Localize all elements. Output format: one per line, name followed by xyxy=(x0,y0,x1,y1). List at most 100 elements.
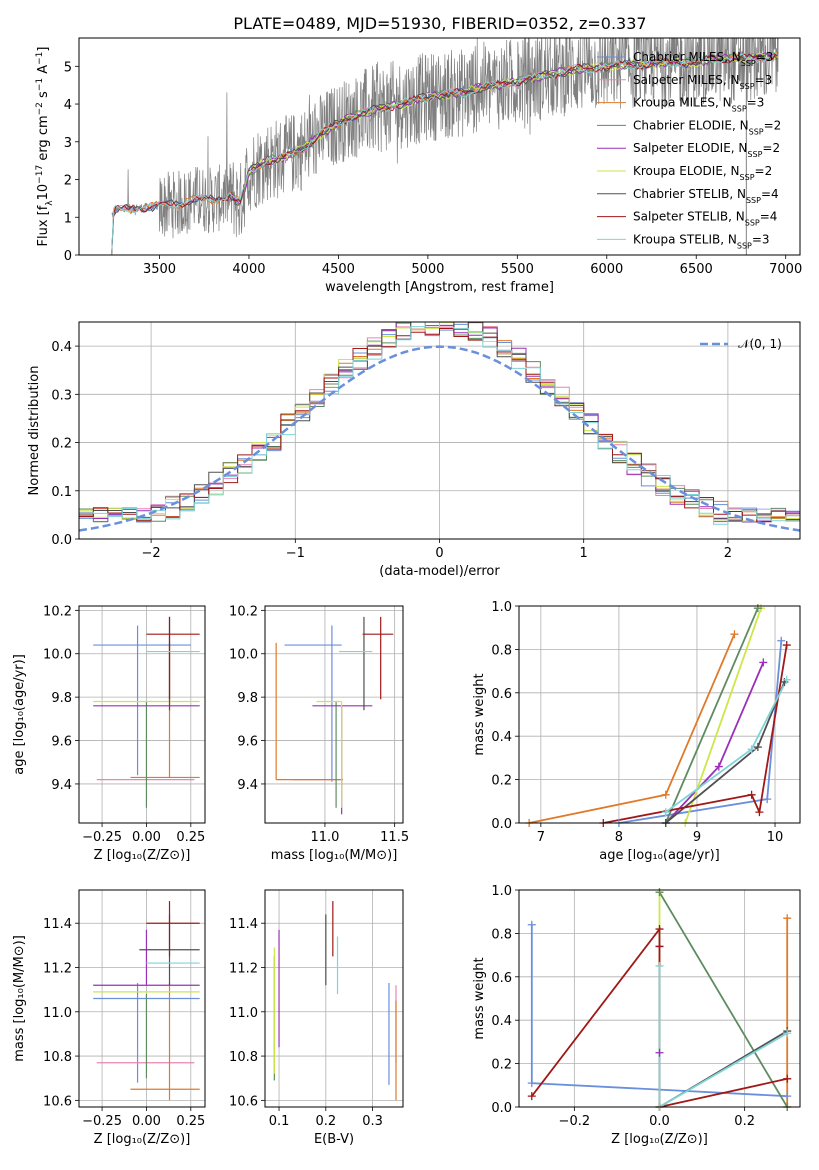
legend-text: Salpeter STELIB, N xyxy=(633,210,745,224)
x-tick-label: 6000 xyxy=(590,262,623,277)
x-tick-label: −0.25 xyxy=(82,830,122,845)
legend-sub: SSP xyxy=(737,241,752,250)
y-tick-label: 11.2 xyxy=(229,962,258,977)
weight-kroupa_stelib-marker xyxy=(655,961,664,970)
y-axis-label-part: −1 xyxy=(35,78,45,91)
y-tick-label: 10.2 xyxy=(43,604,72,619)
legend-text: Salpeter MILES, N xyxy=(633,73,740,87)
x-axis-label: mass [log₁₀(M/M⊙)] xyxy=(271,848,398,863)
x-tick-label: 7000 xyxy=(769,262,802,277)
x-tick-label: 11.0 xyxy=(310,830,339,845)
y-tick-label: 0.0 xyxy=(491,1101,512,1116)
y-tick-label: 0.4 xyxy=(51,340,72,355)
hist-kroupa_stelib-step xyxy=(79,322,800,525)
weight-kroupa_stelib-line xyxy=(658,966,788,1107)
weight-salpeter_stelib-marker xyxy=(527,1092,536,1101)
weight-kroupa_miles-marker xyxy=(783,914,792,923)
y-tick-label: 11.0 xyxy=(43,1006,72,1021)
y-axis-label: mass [log₁₀(M/M⊙)] xyxy=(12,935,27,1062)
legend-text: Salpeter ELODIE, N xyxy=(633,141,747,155)
x-axis-label: E(B-V) xyxy=(314,1132,354,1147)
legend-text: Chabrier MILES, N xyxy=(633,50,741,64)
y-tick-label: 9.4 xyxy=(237,778,258,793)
y-tick-label: 0.4 xyxy=(491,730,512,745)
weight-chabrier_miles-marker xyxy=(527,920,536,929)
weight-chabrier_miles-marker xyxy=(527,1079,536,1088)
x-tick-label: 0.00 xyxy=(132,1114,161,1129)
y-tick-label: 0.0 xyxy=(491,817,512,832)
x-tick-label: 4500 xyxy=(322,262,355,277)
y-tick-label: 0.0 xyxy=(51,533,72,548)
panel-z_age: −0.25 0.00 0.25 9.4 9.6 9.8 10.0 10.2 Z [log₁₀(Z… xyxy=(12,604,206,863)
x-tick-label: 2 xyxy=(724,546,732,561)
legend-tail: =3 xyxy=(747,96,765,110)
x-tick-label: 5500 xyxy=(501,262,534,277)
x-tick-label: −0.25 xyxy=(82,1114,122,1129)
y-tick-label: 9.6 xyxy=(51,735,72,750)
panel-age_weight: 7 8 9 10 0.0 0.2 0.4 0.6 0.8 1.0 age [log₁₀(age/yr… xyxy=(472,600,801,863)
legend-entry-salpeter_stelib: Salpeter STELIB, NSSP=4 xyxy=(633,210,777,228)
y-tick-label: 9.6 xyxy=(237,735,258,750)
legend-sub: SSP xyxy=(749,127,764,136)
legend-sub: SSP xyxy=(740,173,755,182)
normal-curve-line xyxy=(79,345,800,532)
y-tick-label: 0.8 xyxy=(491,643,512,658)
x-tick-label: 11.5 xyxy=(380,830,409,845)
legend-text: Kroupa MILES, N xyxy=(633,96,732,110)
plot-area xyxy=(275,616,394,815)
x-axis-label: (data-model)/error xyxy=(379,564,500,579)
x-tick-label: 1 xyxy=(580,546,588,561)
y-axis-label-part: s xyxy=(36,91,51,102)
y-tick-label: 0.3 xyxy=(51,388,72,403)
panel-z_weight: −0.2 0.0 0.2 0.0 0.2 0.4 0.6 0.8 1.0 Z [log₁₀(Z/Z… xyxy=(472,884,801,1147)
x-tick-label: 0.1 xyxy=(269,1114,290,1129)
x-tick-label: −1 xyxy=(286,546,305,561)
legend-sub: SSP xyxy=(741,59,756,68)
x-axis-label: Z [log₁₀(Z/Z⊙)] xyxy=(611,1132,708,1147)
y-tick-label: 11.4 xyxy=(229,917,258,932)
x-tick-label: 0.25 xyxy=(176,1114,205,1129)
legend-sub: SSP xyxy=(732,104,747,113)
y-axis-label: mass weight xyxy=(472,957,487,1039)
y-tick-label: 1.0 xyxy=(491,884,512,899)
figure-title: PLATE=0489, MJD=51930, FIBERID=0352, z=0… xyxy=(233,14,646,33)
plot-area xyxy=(79,322,800,532)
y-axis-label-part: A xyxy=(36,65,51,78)
legend-tail: =2 xyxy=(762,141,780,155)
hist-kroupa_miles-step xyxy=(79,322,800,522)
axes-frame xyxy=(518,605,801,824)
weight-kroupa_elodie-line xyxy=(684,607,762,823)
x-tick-label: 8 xyxy=(615,830,623,845)
y-tick-label: 9.8 xyxy=(51,691,72,706)
weight-salpeter_stelib-marker xyxy=(755,808,764,817)
x-tick-label: 10 xyxy=(767,830,784,845)
y-tick-label: 0.8 xyxy=(491,927,512,942)
weight-kroupa_stelib-marker xyxy=(747,745,756,754)
legend-tail: =3 xyxy=(752,232,770,246)
weight-salpeter_stelib-marker xyxy=(655,942,664,951)
y-tick-label: 9.8 xyxy=(237,691,258,706)
y-tick-label: 10.6 xyxy=(229,1094,258,1109)
x-tick-label: 0.25 xyxy=(176,830,205,845)
y-axis-label-part: −2 xyxy=(35,102,45,115)
legend-tail: =3 xyxy=(756,50,774,64)
axes-frame xyxy=(264,889,404,1108)
y-axis-label-part: λ xyxy=(45,200,55,206)
panel-residuals: −2 −1 0 1 2 0.0 0.1 0.2 0.3 0.4 (data-model)/error… xyxy=(27,321,801,579)
weight-kroupa_stelib-marker xyxy=(782,675,791,684)
legend-sub: SSP xyxy=(740,81,755,90)
legend-entry-salpeter_elodie: Salpeter ELODIE, NSSP=2 xyxy=(633,141,780,159)
plot-area xyxy=(111,38,779,255)
x-axis-label: wavelength [Angstrom, rest frame] xyxy=(325,280,554,295)
legend-tail: =2 xyxy=(755,164,773,178)
hist-salpeter_stelib-step xyxy=(79,328,800,523)
legend-text: Kroupa ELODIE, N xyxy=(633,164,740,178)
y-tick-label: 10.8 xyxy=(229,1050,258,1065)
y-tick-label: 5 xyxy=(64,60,72,75)
axes-frame xyxy=(78,37,801,256)
y-tick-label: 1.0 xyxy=(491,600,512,615)
x-tick-label: 0.3 xyxy=(362,1114,383,1129)
legend-entry-kroupa_elodie: Kroupa ELODIE, NSSP=2 xyxy=(633,164,772,182)
model-salpeter_elodie-line xyxy=(230,52,779,206)
